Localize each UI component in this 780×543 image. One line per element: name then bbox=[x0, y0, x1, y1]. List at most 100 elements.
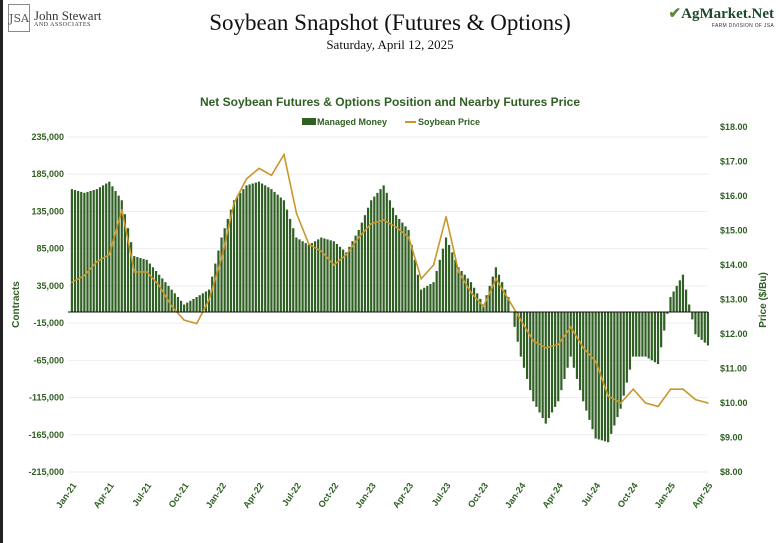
bar-managed-money bbox=[603, 311, 607, 442]
bar-managed-money bbox=[675, 285, 678, 312]
y-tick-label: -115,000 bbox=[29, 393, 64, 403]
bar-managed-money bbox=[497, 274, 501, 312]
bar-managed-money bbox=[597, 311, 600, 440]
john-stewart-logo: JSA John Stewart AND ASSOCIATES bbox=[8, 4, 102, 32]
bar-managed-money bbox=[211, 276, 214, 312]
bar-managed-money bbox=[310, 243, 314, 312]
bar-managed-money bbox=[320, 237, 323, 312]
logo-right-sub: FARM DIVISION OF JSA bbox=[711, 23, 774, 29]
bar-managed-money bbox=[292, 228, 295, 312]
bar-managed-money bbox=[404, 226, 407, 312]
bar-managed-money bbox=[578, 311, 582, 391]
price-point bbox=[694, 398, 697, 401]
bar-managed-money bbox=[457, 267, 460, 312]
price-point bbox=[457, 271, 460, 273]
price-point bbox=[283, 153, 285, 156]
price-point bbox=[669, 388, 672, 391]
price-point bbox=[570, 326, 572, 328]
bar-managed-money bbox=[438, 259, 441, 312]
bar-managed-money bbox=[201, 293, 204, 312]
bar-managed-money bbox=[217, 250, 220, 312]
bar-managed-money bbox=[80, 191, 83, 312]
x-tick-label: Oct-23 bbox=[466, 481, 490, 510]
page-date: Saturday, April 12, 2025 bbox=[326, 37, 454, 52]
bar-managed-money bbox=[376, 192, 379, 312]
bar-managed-money bbox=[89, 190, 92, 312]
bar-managed-money bbox=[691, 311, 694, 320]
price-point bbox=[432, 264, 435, 266]
bar-managed-money bbox=[307, 244, 310, 312]
price-point bbox=[382, 219, 385, 221]
bar-managed-money bbox=[681, 274, 685, 312]
bar-managed-money bbox=[628, 311, 632, 370]
bar-managed-money bbox=[669, 297, 672, 312]
price-point bbox=[121, 209, 123, 211]
bar-managed-money bbox=[198, 295, 201, 312]
price-point bbox=[644, 402, 647, 404]
bar-managed-money bbox=[401, 222, 404, 312]
legend-bar-swatch bbox=[302, 118, 316, 125]
x-tick-label: Apr-23 bbox=[391, 481, 416, 510]
agmarket-logo: ✔AgMarket.Net FARM DIVISION OF JSA bbox=[669, 4, 774, 29]
price-point bbox=[146, 271, 148, 273]
bar-managed-money bbox=[482, 304, 485, 312]
price-point bbox=[395, 226, 398, 228]
price-point bbox=[545, 347, 547, 349]
bar-managed-money bbox=[575, 311, 579, 379]
bar-managed-money bbox=[363, 215, 367, 312]
bar-managed-money bbox=[688, 304, 691, 312]
bar-managed-money bbox=[105, 183, 108, 312]
price-point bbox=[632, 388, 634, 391]
price-point bbox=[495, 278, 497, 280]
bar-managed-money bbox=[625, 311, 628, 383]
x-tick-label: Jan-23 bbox=[353, 481, 378, 510]
bar-managed-money bbox=[419, 289, 423, 312]
bar-managed-money bbox=[226, 218, 229, 312]
bar-managed-money bbox=[139, 257, 142, 312]
bar-managed-money bbox=[666, 311, 669, 314]
bar-managed-money bbox=[345, 252, 348, 312]
price-point bbox=[183, 319, 186, 322]
bar-managed-money bbox=[279, 197, 282, 312]
price-point bbox=[71, 281, 73, 284]
bar-managed-money bbox=[535, 311, 538, 407]
bar-managed-money bbox=[619, 311, 622, 409]
x-tick-label: Jan-22 bbox=[204, 481, 229, 510]
price-point bbox=[133, 271, 136, 273]
bar-managed-money bbox=[248, 184, 251, 312]
bar-managed-money bbox=[354, 235, 357, 312]
bar-managed-money bbox=[501, 282, 504, 312]
bar-managed-money bbox=[476, 293, 479, 312]
bar-managed-money bbox=[276, 194, 279, 312]
price-point bbox=[470, 291, 472, 294]
bar-managed-money bbox=[176, 297, 179, 312]
bar-managed-money bbox=[647, 311, 650, 359]
bar-managed-money bbox=[504, 289, 507, 312]
y-tick-label: 135,000 bbox=[31, 206, 64, 216]
bar-managed-money bbox=[323, 238, 326, 312]
bar-managed-money bbox=[229, 209, 232, 312]
bar-managed-money bbox=[77, 190, 80, 312]
bar-managed-money bbox=[86, 191, 89, 312]
bar-managed-money bbox=[410, 244, 413, 312]
bar-managed-money bbox=[554, 311, 557, 407]
bar-managed-money bbox=[550, 311, 554, 413]
bar-managed-money bbox=[151, 267, 155, 312]
bar-managed-money bbox=[239, 192, 242, 312]
bar-managed-money bbox=[195, 297, 198, 312]
x-tick-label: Jul-22 bbox=[280, 481, 303, 508]
bar-managed-money bbox=[469, 282, 473, 312]
y2-tick-label: $8.00 bbox=[720, 467, 743, 477]
bar-managed-money bbox=[133, 256, 136, 312]
bar-managed-money bbox=[479, 298, 482, 312]
bar-managed-money bbox=[335, 244, 338, 312]
bar-managed-money bbox=[342, 249, 345, 312]
bar-managed-money bbox=[95, 189, 98, 312]
bar-managed-money bbox=[295, 237, 298, 312]
bar-managed-money bbox=[348, 246, 351, 312]
bar-managed-money bbox=[326, 239, 329, 312]
bar-managed-money bbox=[108, 181, 111, 312]
bar-managed-money bbox=[357, 230, 360, 312]
y2-axis-title: Price ($/Bu) bbox=[758, 272, 769, 328]
bar-managed-money bbox=[183, 304, 186, 312]
